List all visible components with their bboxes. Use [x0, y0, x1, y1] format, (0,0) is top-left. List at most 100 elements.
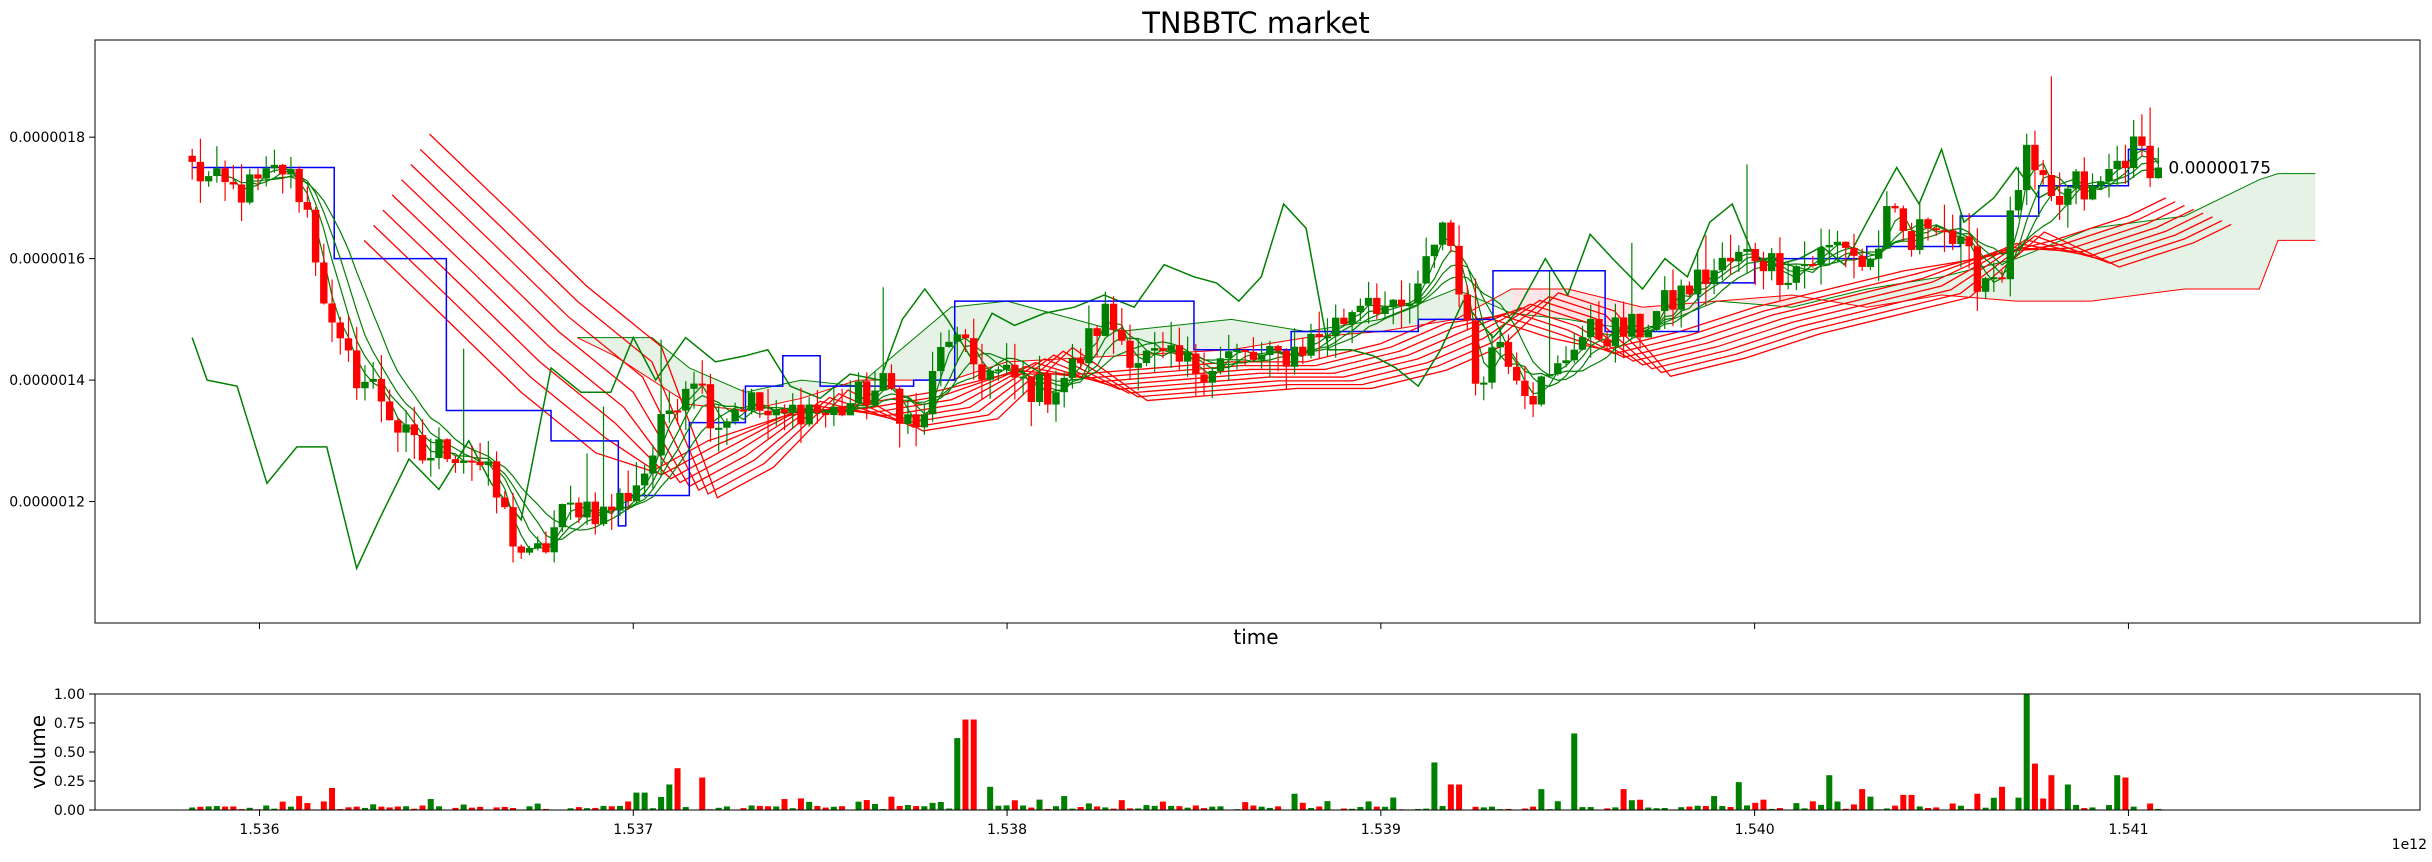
candle-down	[221, 168, 229, 183]
candle-down	[1447, 222, 1455, 246]
candle-down	[1776, 253, 1784, 286]
volume-bar-up	[1554, 801, 1561, 810]
candle-up	[287, 169, 295, 175]
candle-up	[1257, 355, 1266, 360]
candle-up	[2072, 171, 2080, 189]
candle-up	[262, 168, 270, 179]
candle-up	[599, 506, 608, 525]
volume-bar-up	[1423, 808, 1430, 810]
volume-bar-down	[839, 806, 846, 810]
volume-bar-down	[1702, 806, 1709, 810]
candle-down	[780, 409, 789, 413]
candle-up	[1800, 263, 1809, 267]
volume-bar-down	[1604, 808, 1611, 810]
candle-down	[418, 435, 427, 461]
volume-bar-up	[534, 803, 541, 810]
volume-bar-up	[682, 807, 689, 810]
candle-up	[369, 378, 377, 382]
volume-bar-down	[304, 803, 311, 810]
candle-up	[805, 404, 813, 425]
candle-down	[476, 461, 484, 466]
volume-bar-up	[526, 806, 533, 810]
candle-down	[2121, 160, 2130, 169]
fast-ma-line	[274, 168, 2159, 531]
candle-down	[978, 364, 986, 380]
y-tick-label: 0.0000016	[9, 252, 85, 268]
volume-bar-up	[1867, 796, 1874, 810]
candle-down	[575, 502, 583, 518]
volume-bar-down	[1299, 802, 1306, 810]
candle-up	[1430, 244, 1439, 257]
candle-down	[1192, 353, 1200, 375]
volume-bar-down	[1447, 784, 1454, 810]
volume-bar-up	[806, 801, 813, 810]
candle-up	[1052, 392, 1060, 405]
candle-up	[1957, 236, 1965, 244]
volume-y-tick-label: 0.50	[54, 745, 85, 761]
candle-down	[1940, 230, 1949, 233]
candle-up	[1661, 290, 1669, 312]
volume-bar-up	[855, 801, 862, 810]
candle-up	[270, 164, 279, 169]
volume-bar-down	[1316, 806, 1323, 810]
volume-bar-up	[1744, 805, 1751, 810]
volume-bar-up	[271, 808, 278, 810]
volume-bar-down	[962, 719, 969, 810]
candle-up	[1208, 370, 1216, 383]
candle-up	[2006, 210, 2014, 280]
candle-down	[1011, 364, 1019, 378]
candle-down	[344, 338, 353, 351]
volume-bar-down	[1949, 803, 1956, 810]
volume-bar-up	[2073, 804, 2080, 810]
candle-down	[229, 182, 238, 185]
candle-up	[1438, 222, 1447, 245]
candle-up	[459, 460, 468, 464]
candle-up	[1981, 278, 1990, 292]
candle-up	[2105, 169, 2113, 182]
candle-down	[1891, 206, 1899, 209]
volume-bar-up	[1431, 762, 1438, 810]
candle-up	[2023, 144, 2031, 191]
volume-bar-down	[1999, 786, 2006, 810]
candle-down	[311, 209, 320, 263]
candle-down	[542, 543, 550, 553]
cloud-segment-bullish	[2277, 173, 2316, 241]
volume-x-tick-label: 1.537	[613, 822, 653, 838]
volume-bar-up	[1365, 801, 1372, 810]
volume-bar-down	[1250, 805, 1257, 810]
volume-bar-down	[1242, 802, 1249, 810]
candle-up	[1587, 318, 1595, 338]
candle-up	[1225, 351, 1233, 359]
volume-bar-up	[1349, 808, 1356, 810]
volume-bar-up	[1579, 807, 1586, 810]
candle-up	[1735, 251, 1743, 262]
candle-down	[1118, 329, 1126, 341]
volume-y-axis-ticks: 0.00 0.25 0.50 0.75 1.00	[54, 687, 95, 819]
candle-up	[1414, 283, 1422, 304]
volume-bar-up	[937, 802, 944, 810]
candle-down	[863, 381, 871, 406]
volume-bar-down	[1859, 789, 1866, 810]
candle-up	[871, 390, 879, 406]
slow-moving-average-ribbon	[363, 133, 2232, 499]
candle-down	[1241, 349, 1249, 352]
y-tick-label: 0.0000012	[9, 495, 85, 511]
candle-down	[278, 164, 287, 175]
candle-up	[1167, 345, 1175, 351]
candle-up	[550, 527, 558, 553]
volume-bar-down	[822, 807, 829, 810]
candle-down	[838, 406, 846, 416]
candle-up	[789, 404, 797, 413]
volume-bar-down	[1044, 808, 1051, 810]
candle-up	[1002, 364, 1011, 370]
candle-up	[937, 346, 945, 372]
candle-down	[2055, 195, 2064, 205]
volume-bar-down	[353, 806, 360, 810]
volume-bar-down	[863, 800, 870, 810]
candle-up	[1183, 353, 1192, 362]
x-axis-label: time	[1233, 625, 1278, 649]
candle-up	[920, 414, 929, 428]
candle-up	[690, 383, 698, 389]
candle-down	[1315, 334, 1323, 338]
